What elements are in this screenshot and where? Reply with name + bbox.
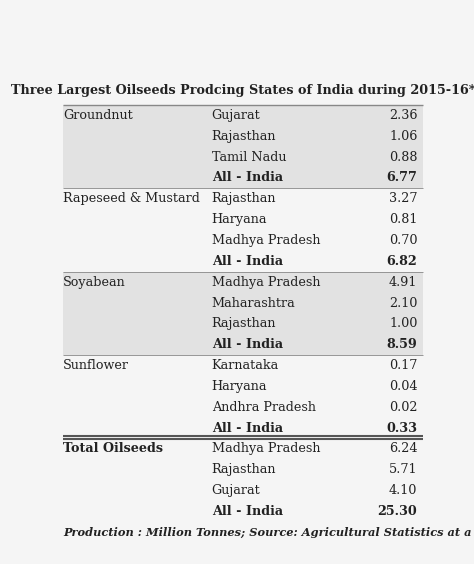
Text: Sunflower: Sunflower	[63, 359, 129, 372]
Text: 0.02: 0.02	[389, 401, 418, 414]
Text: Total Oilseeds: Total Oilseeds	[63, 443, 163, 456]
Text: Haryana: Haryana	[212, 380, 267, 393]
Text: 3.27: 3.27	[389, 192, 418, 205]
Text: 2.10: 2.10	[389, 297, 418, 310]
Text: 0.04: 0.04	[389, 380, 418, 393]
Text: Madhya Pradesh: Madhya Pradesh	[212, 276, 320, 289]
Text: Maharashtra: Maharashtra	[212, 297, 295, 310]
Text: 0.88: 0.88	[389, 151, 418, 164]
Text: Gujarat: Gujarat	[212, 484, 260, 497]
Text: Soyabean: Soyabean	[63, 276, 126, 289]
Text: 0.17: 0.17	[389, 359, 418, 372]
Text: 25.30: 25.30	[378, 505, 418, 518]
Text: All - India: All - India	[212, 422, 283, 435]
Text: Haryana: Haryana	[212, 213, 267, 226]
Text: Karnataka: Karnataka	[212, 359, 279, 372]
Bar	[63, 188, 423, 272]
Text: 6.24: 6.24	[389, 443, 418, 456]
Text: 0.33: 0.33	[386, 422, 418, 435]
Bar	[63, 105, 423, 188]
Text: Groundnut: Groundnut	[63, 109, 133, 122]
Text: All - India: All - India	[212, 171, 283, 184]
Text: 2.36: 2.36	[389, 109, 418, 122]
Text: 8.59: 8.59	[387, 338, 418, 351]
Bar	[63, 355, 423, 439]
Text: Gujarat: Gujarat	[212, 109, 260, 122]
Text: 1.06: 1.06	[389, 130, 418, 143]
Text: 4.10: 4.10	[389, 484, 418, 497]
Bar	[63, 272, 423, 355]
Text: Three Largest Oilseeds Prodcing States of India during 2015-16*: Three Largest Oilseeds Prodcing States o…	[11, 84, 474, 97]
Text: Rajasthan: Rajasthan	[212, 318, 276, 331]
Text: Andhra Pradesh: Andhra Pradesh	[212, 401, 316, 414]
Text: 0.70: 0.70	[389, 234, 418, 247]
Text: Rapeseed & Mustard: Rapeseed & Mustard	[63, 192, 200, 205]
Text: Production : Million Tonnes; Source: Agricultural Statistics at a glance 2016: Production : Million Tonnes; Source: Agr…	[63, 527, 474, 538]
Text: 4.91: 4.91	[389, 276, 418, 289]
Text: Rajasthan: Rajasthan	[212, 130, 276, 143]
Text: 6.77: 6.77	[386, 171, 418, 184]
Text: 5.71: 5.71	[389, 463, 418, 477]
Text: All - India: All - India	[212, 255, 283, 268]
Text: Rajasthan: Rajasthan	[212, 192, 276, 205]
Text: Rajasthan: Rajasthan	[212, 463, 276, 477]
Bar	[63, 439, 423, 522]
Text: All - India: All - India	[212, 505, 283, 518]
Text: 6.82: 6.82	[387, 255, 418, 268]
Text: Tamil Nadu: Tamil Nadu	[212, 151, 286, 164]
Text: 1.00: 1.00	[389, 318, 418, 331]
Text: 0.81: 0.81	[389, 213, 418, 226]
Text: Madhya Pradesh: Madhya Pradesh	[212, 443, 320, 456]
Text: Madhya Pradesh: Madhya Pradesh	[212, 234, 320, 247]
Text: All - India: All - India	[212, 338, 283, 351]
